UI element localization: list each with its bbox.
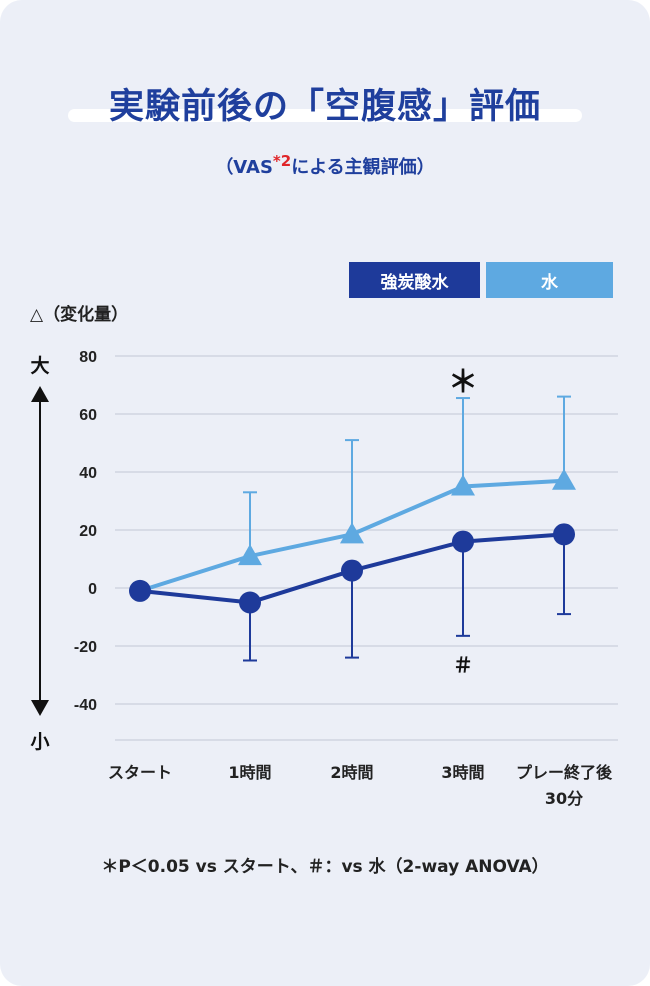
legend-item-water: 水 (486, 262, 613, 298)
x-tick-label: 30分 (545, 789, 583, 808)
y-tick-label: 0 (88, 581, 97, 598)
circle-marker-sparkling-water (129, 579, 151, 602)
y-tick-label: 80 (79, 349, 97, 366)
circle-marker-sparkling-water (452, 530, 474, 553)
y-tick-label: -40 (74, 697, 97, 714)
note-mark: *2 (272, 152, 292, 170)
y-axis-bottom-label: 小 (30, 731, 49, 753)
x-tick-label: 3時間 (441, 763, 484, 782)
y-axis-label: △（変化量） (30, 305, 129, 325)
y-tick-label: 20 (79, 523, 97, 540)
triangle-marker-water (552, 468, 576, 490)
chart-title: 実験前後の「空腹感」評価 (108, 87, 541, 127)
triangle-marker-water (238, 544, 262, 566)
arrow-up-icon (31, 386, 49, 402)
significance-asterisk: ＊ (448, 365, 478, 400)
subtitle-prefix: （VAS (215, 157, 273, 178)
title-highlight (68, 109, 582, 122)
x-tick-label: プレー終了後 (516, 763, 613, 782)
significance-hash: ＃ (453, 653, 473, 677)
triangle-marker-water (340, 522, 364, 544)
triangle-marker-water (451, 474, 475, 496)
legend-item-sparkling-water: 強炭酸水 (349, 262, 480, 298)
chart-subtitle: （VAS*2による主観評価） (0, 152, 650, 179)
x-tick-label: スタート (108, 763, 172, 782)
x-tick-label: 2時間 (330, 763, 373, 782)
y-tick-label: 60 (79, 407, 97, 424)
footnote: ＊P＜0.05 vs スタート、＃：vs 水（2-way ANOVA） (101, 857, 549, 877)
y-tick-label: -20 (74, 639, 97, 656)
y-tick-label: 40 (79, 465, 97, 482)
circle-marker-sparkling-water (553, 523, 575, 546)
arrow-down-icon (31, 700, 49, 716)
x-tick-label: 1時間 (228, 763, 271, 782)
circle-marker-sparkling-water (341, 559, 363, 582)
circle-marker-sparkling-water (239, 591, 261, 614)
subtitle-suffix: による主観評価） (291, 157, 435, 178)
y-axis-top-label: 大 (30, 354, 49, 377)
